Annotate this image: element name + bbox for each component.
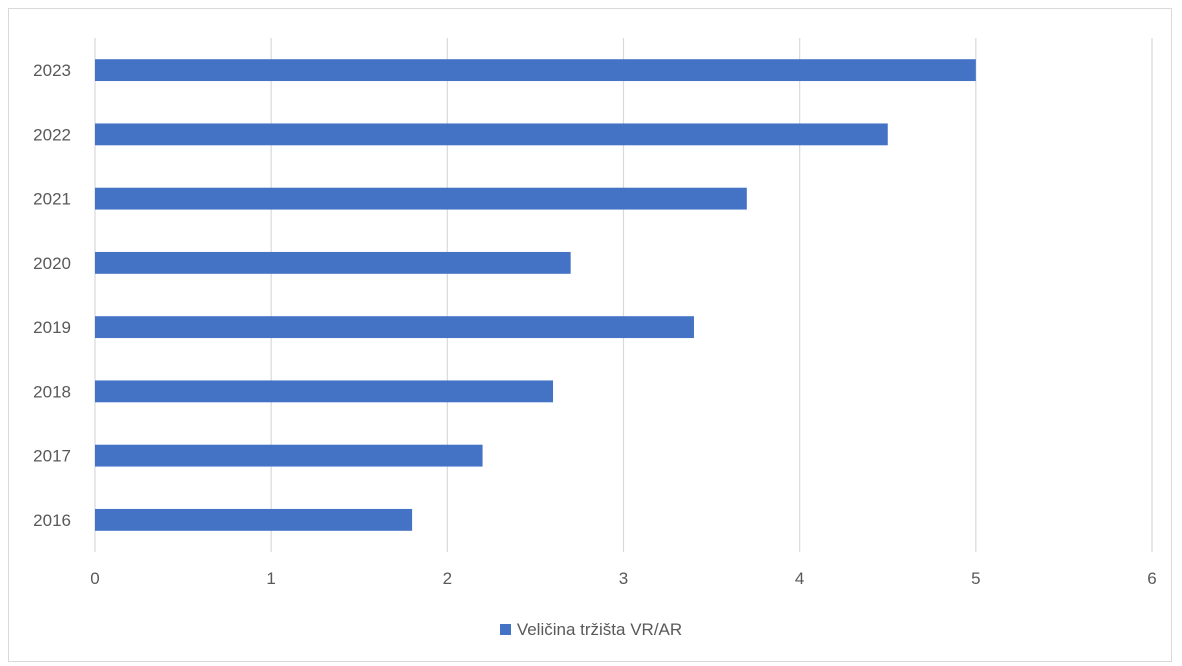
y-tick-label: 2019 bbox=[33, 318, 71, 337]
bar bbox=[95, 251, 571, 274]
y-tick-label: 2020 bbox=[33, 254, 71, 273]
y-tick-label: 2023 bbox=[33, 61, 71, 80]
bar bbox=[95, 508, 413, 531]
y-tick-label: 2018 bbox=[33, 382, 71, 401]
bar bbox=[95, 187, 747, 210]
x-tick-label: 6 bbox=[1147, 569, 1156, 588]
bar bbox=[95, 316, 694, 339]
legend-swatch bbox=[499, 624, 511, 636]
x-tick-label: 5 bbox=[971, 569, 980, 588]
y-tick-label: 2021 bbox=[33, 190, 71, 209]
bar bbox=[95, 444, 483, 467]
y-tick-label: 2016 bbox=[33, 511, 71, 530]
legend-label: Veličina tržišta VR/AR bbox=[516, 620, 683, 639]
x-tick-label: 4 bbox=[795, 569, 804, 588]
x-tick-label: 3 bbox=[619, 569, 628, 588]
y-tick-label: 2017 bbox=[33, 447, 71, 466]
bar bbox=[95, 59, 976, 82]
x-tick-label: 2 bbox=[443, 569, 452, 588]
legend: Veličina tržišta VR/AR bbox=[0, 620, 1182, 640]
bar bbox=[95, 380, 554, 403]
x-tick-label: 1 bbox=[266, 569, 275, 588]
y-tick-label: 2022 bbox=[33, 125, 71, 144]
x-tick-label: 0 bbox=[90, 569, 99, 588]
bar bbox=[95, 123, 888, 146]
